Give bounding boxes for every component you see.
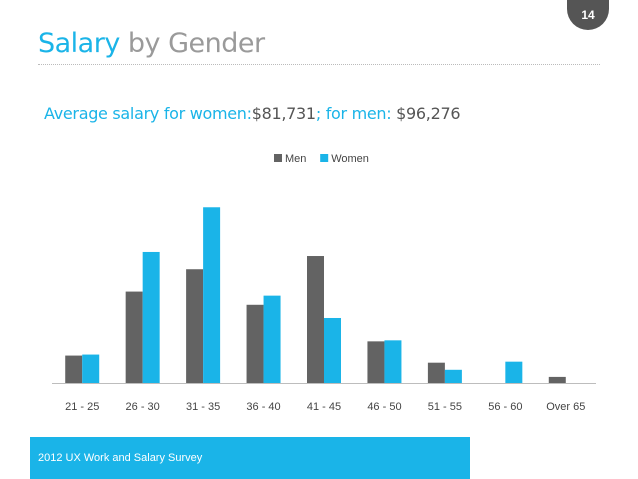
legend-swatch-men [274, 154, 282, 162]
bar-women-2 [203, 207, 221, 383]
men-salary-value: $96,276 [396, 104, 461, 123]
bar-women-6 [444, 369, 462, 383]
bar-women-5 [384, 340, 402, 383]
page-number: 14 [581, 8, 595, 22]
title-divider [38, 64, 600, 65]
women-salary-label: Average salary for women: [44, 104, 252, 123]
x-tick-label: 31 - 35 [186, 401, 220, 413]
legend-label-men: Men [285, 153, 306, 165]
x-tick-label: 51 - 55 [428, 401, 462, 413]
legend-swatch-women [320, 154, 329, 162]
bar-men-4 [307, 256, 324, 383]
footer-text: 2012 UX Work and Salary Survey [38, 452, 203, 464]
bar-women-3 [263, 295, 281, 383]
title-part-2: by Gender [127, 28, 265, 59]
bar-men-3 [246, 304, 264, 383]
bar-women-7 [505, 361, 523, 383]
bar-men-1 [125, 291, 143, 383]
title-part-1: Salary [38, 28, 120, 59]
x-tick-label: 26 - 30 [126, 401, 160, 413]
legend-label-women: Women [331, 153, 369, 165]
slide-subtitle: Average salary for women:$81,731; for me… [44, 104, 461, 123]
bar-men-0 [65, 355, 83, 383]
x-tick-label: 56 - 60 [488, 401, 522, 413]
x-tick-label: 36 - 40 [246, 401, 280, 413]
footer-bar: 2012 UX Work and Salary Survey [30, 437, 470, 479]
bar-men-8 [548, 376, 566, 383]
x-tick-label: Over 65 [546, 401, 585, 413]
page-number-badge: 14 [567, 0, 609, 30]
x-tick-label: 46 - 50 [367, 401, 401, 413]
x-tick-label: 41 - 45 [307, 401, 341, 413]
bar-men-2 [186, 269, 204, 383]
bar-women-0 [82, 354, 100, 383]
slide-title: Salary by Gender [38, 28, 265, 59]
bar-women-4 [324, 317, 341, 383]
x-tick-label: 21 - 25 [65, 401, 99, 413]
bar-men-5 [367, 341, 385, 383]
bar-men-6 [427, 362, 445, 383]
bar-women-1 [142, 251, 160, 383]
men-salary-label: ; for men: [315, 104, 392, 123]
women-salary-value: $81,731 [251, 104, 316, 123]
